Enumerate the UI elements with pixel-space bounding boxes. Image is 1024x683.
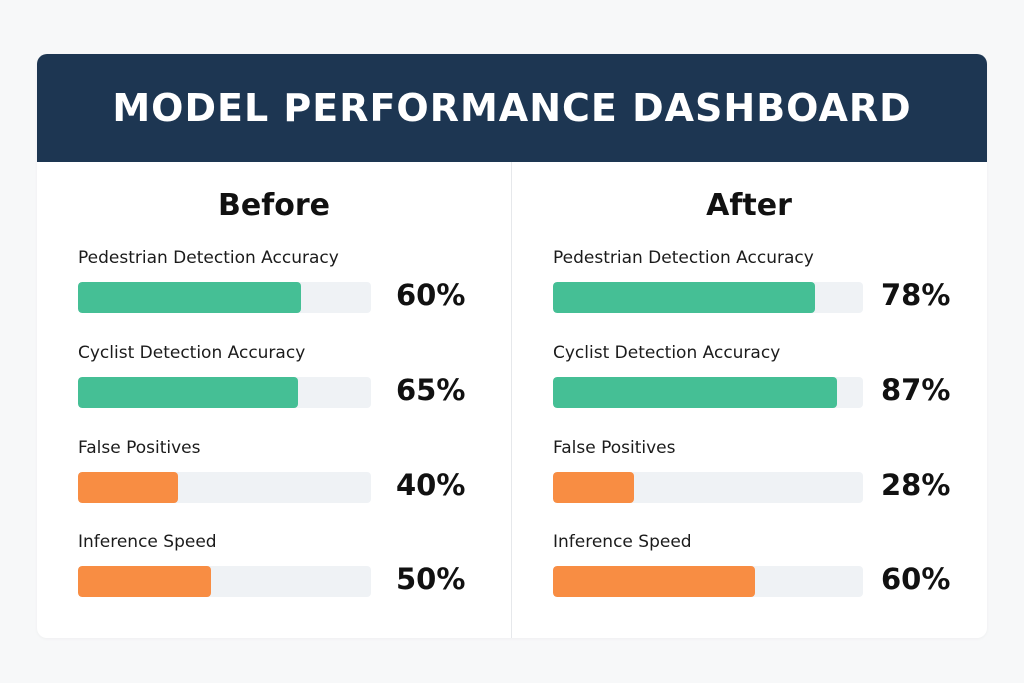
metric-inference-speed: Inference Speed 60%	[553, 532, 973, 612]
panel-divider	[511, 162, 512, 638]
progress-fill	[553, 566, 755, 597]
progress-track	[78, 566, 371, 597]
progress-track	[78, 472, 371, 503]
metric-value: 65%	[396, 373, 466, 407]
metric-label: Cyclist Detection Accuracy	[553, 343, 781, 363]
dashboard-card: MODEL PERFORMANCE DASHBOARD Before Pedes…	[37, 54, 987, 638]
progress-fill	[78, 377, 298, 408]
progress-track	[553, 566, 863, 597]
metric-cyclist-detection-accuracy: Cyclist Detection Accuracy 87%	[553, 343, 973, 423]
dashboard-body: Before Pedestrian Detection Accuracy 60%…	[37, 162, 987, 638]
progress-fill	[78, 472, 178, 503]
panel-heading: After	[706, 188, 792, 223]
progress-fill	[553, 377, 837, 408]
progress-fill	[78, 566, 212, 597]
progress-track	[553, 282, 863, 313]
metric-false-positives: False Positives 28%	[553, 438, 973, 518]
panel-before: Before Pedestrian Detection Accuracy 60%…	[37, 162, 511, 638]
metric-pedestrian-detection-accuracy: Pedestrian Detection Accuracy 60%	[78, 248, 498, 328]
progress-track	[78, 377, 371, 408]
metric-label: False Positives	[553, 438, 676, 458]
metric-inference-speed: Inference Speed 50%	[78, 532, 498, 612]
panel-after: After Pedestrian Detection Accuracy 78% …	[512, 162, 986, 638]
metric-value: 87%	[881, 373, 951, 407]
progress-track	[553, 377, 863, 408]
metric-false-positives: False Positives 40%	[78, 438, 498, 518]
metric-cyclist-detection-accuracy: Cyclist Detection Accuracy 65%	[78, 343, 498, 423]
metric-label: False Positives	[78, 438, 201, 458]
progress-track	[553, 472, 863, 503]
metric-label: Inference Speed	[78, 532, 217, 552]
progress-fill	[78, 282, 301, 313]
progress-fill	[553, 472, 634, 503]
metric-pedestrian-detection-accuracy: Pedestrian Detection Accuracy 78%	[553, 248, 973, 328]
metric-label: Pedestrian Detection Accuracy	[553, 248, 814, 268]
panel-heading: Before	[217, 188, 331, 223]
metric-value: 78%	[881, 278, 951, 312]
metric-label: Inference Speed	[553, 532, 692, 552]
metric-value: 28%	[881, 468, 951, 502]
metric-label: Pedestrian Detection Accuracy	[78, 248, 339, 268]
metric-value: 50%	[396, 562, 466, 596]
metric-value: 60%	[881, 562, 951, 596]
progress-fill	[553, 282, 815, 313]
metric-value: 60%	[396, 278, 466, 312]
dashboard-title: MODEL PERFORMANCE DASHBOARD	[112, 86, 912, 130]
dashboard-header: MODEL PERFORMANCE DASHBOARD	[37, 54, 987, 162]
metric-value: 40%	[396, 468, 466, 502]
metric-label: Cyclist Detection Accuracy	[78, 343, 306, 363]
progress-track	[78, 282, 371, 313]
